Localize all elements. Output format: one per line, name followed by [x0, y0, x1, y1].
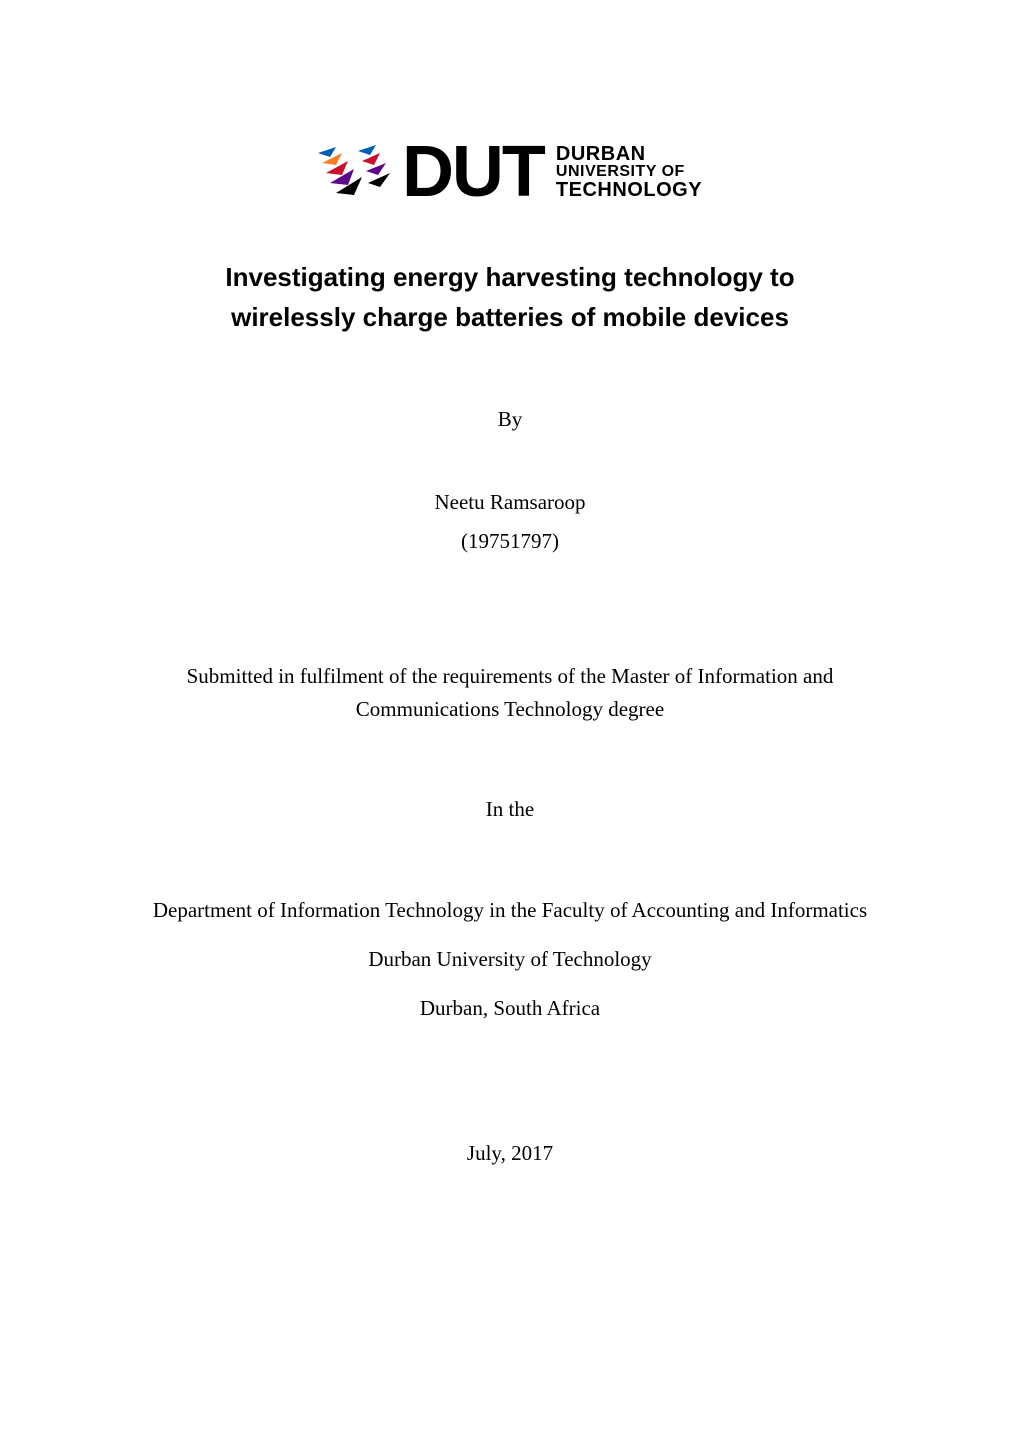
author-name: Neetu Ramsaroop — [120, 490, 900, 515]
submitted-text: Submitted in fulfilment of the requireme… — [120, 660, 900, 725]
student-id: (19751797) — [120, 529, 900, 554]
logo-abbrev: DUT — [402, 140, 544, 205]
logo-sub-line3: TECHNOLOGY — [556, 180, 702, 200]
logo-subtext: DURBAN UNIVERSITY OF TECHNOLOGY — [556, 144, 702, 200]
university-logo: DUT DURBAN UNIVERSITY OF TECHNOLOGY — [318, 140, 702, 205]
thesis-title: Investigating energy harvesting technolo… — [140, 257, 880, 338]
title-line-2: wirelessly charge batteries of mobile de… — [231, 302, 789, 332]
logo-container: DUT DURBAN UNIVERSITY OF TECHNOLOGY — [120, 140, 900, 205]
title-line-1: Investigating energy harvesting technolo… — [225, 262, 794, 292]
department-line: Department of Information Technology in … — [120, 898, 900, 923]
city-line: Durban, South Africa — [120, 996, 900, 1021]
university-line: Durban University of Technology — [120, 947, 900, 972]
logo-sub-line2: UNIVERSITY OF — [556, 164, 702, 180]
logo-sub-line1: DURBAN — [556, 144, 702, 164]
logo-mark-icon — [318, 143, 390, 201]
by-label: By — [120, 407, 900, 432]
in-the-label: In the — [120, 797, 900, 822]
date-line: July, 2017 — [120, 1141, 900, 1166]
